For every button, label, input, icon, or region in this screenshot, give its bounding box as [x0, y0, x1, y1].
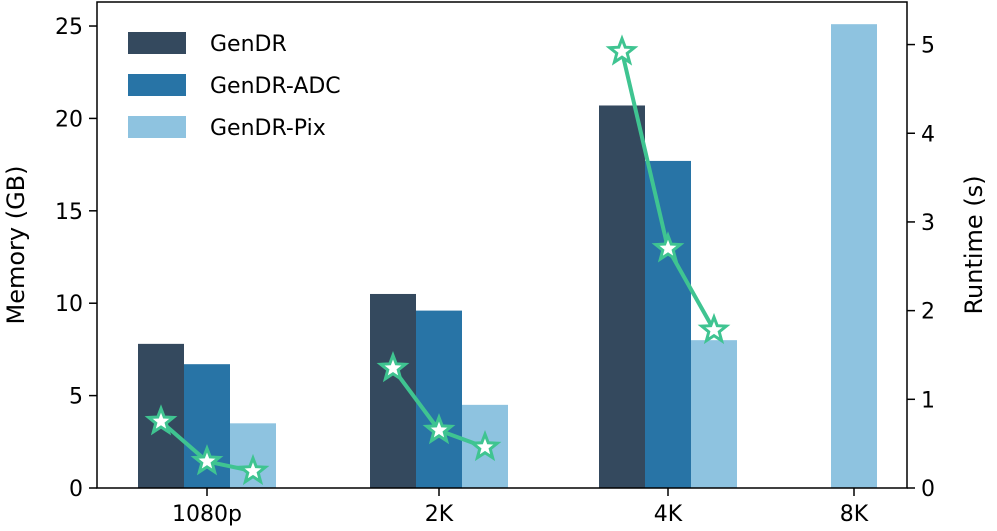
legend-swatch-gendr-adc	[128, 74, 186, 96]
legend-label-gendr-adc: GenDR-ADC	[210, 74, 341, 99]
runtime-point-2k-gendr-adc	[422, 413, 456, 445]
y2-tick-label: 4	[921, 122, 935, 147]
runtime-point-4k-gendr-pix	[697, 312, 731, 345]
legend-label-gendr: GenDR	[210, 32, 287, 57]
axes-layer: 0 5 10 15 20 25 0 1 2 3 4 5 1080p 2K 4K 8K Memory (GB) Ru…	[2, 1, 988, 527]
bar-1080p-gendr-adc	[184, 364, 230, 488]
x-tick-label: 8K	[840, 502, 869, 527]
y-tick-label: 5	[69, 385, 83, 410]
runtime-line-layer	[144, 34, 731, 486]
legend: GenDR GenDR-ADC GenDR-Pix	[128, 32, 341, 141]
runtime-point-1080p-gendr-pix	[236, 453, 270, 486]
legend-swatch-gendr-pix	[128, 116, 186, 138]
y-tick-label: 10	[55, 292, 83, 317]
y-axis-label: Memory (GB)	[2, 165, 30, 324]
x-tick-label: 2K	[425, 502, 454, 527]
y-tick-label: 15	[55, 200, 83, 225]
legend-label-gendr-pix: GenDR-Pix	[210, 116, 326, 141]
y2-tick-label: 0	[921, 477, 935, 502]
y-tick-label: 20	[55, 107, 83, 132]
bar-8k-gendr-pix	[831, 24, 877, 489]
runtime-point-4k-gendr-adc	[651, 231, 685, 263]
runtime-point-1080p-gendr	[144, 404, 178, 436]
plot-frame	[96, 1, 908, 489]
y2-axis-label: Runtime (s)	[960, 175, 988, 314]
bar-4k-gendr	[599, 105, 645, 489]
x-tick-label: 4K	[654, 502, 683, 527]
runtime-point-4k-gendr	[605, 34, 639, 66]
x-tick-label: 1080p	[172, 502, 242, 527]
bars-layer	[138, 24, 877, 489]
legend-swatch-gendr	[128, 32, 186, 54]
y2-tick-label: 3	[921, 211, 935, 236]
bar-2k-gendr-adc	[416, 310, 462, 488]
bar-4k-gendr-pix	[691, 340, 737, 488]
y2-tick-label: 1	[921, 388, 935, 413]
runtime-point-2k-gendr-pix	[468, 429, 502, 462]
y-tick-label: 0	[69, 477, 83, 502]
y2-tick-label: 5	[921, 34, 935, 59]
y2-tick-label: 2	[921, 300, 935, 325]
runtime-point-2k-gendr	[376, 351, 410, 383]
runtime-point-1080p-gendr-adc	[190, 444, 224, 476]
y-tick-label: 25	[55, 15, 83, 40]
bar-4k-gendr-adc	[645, 160, 691, 488]
